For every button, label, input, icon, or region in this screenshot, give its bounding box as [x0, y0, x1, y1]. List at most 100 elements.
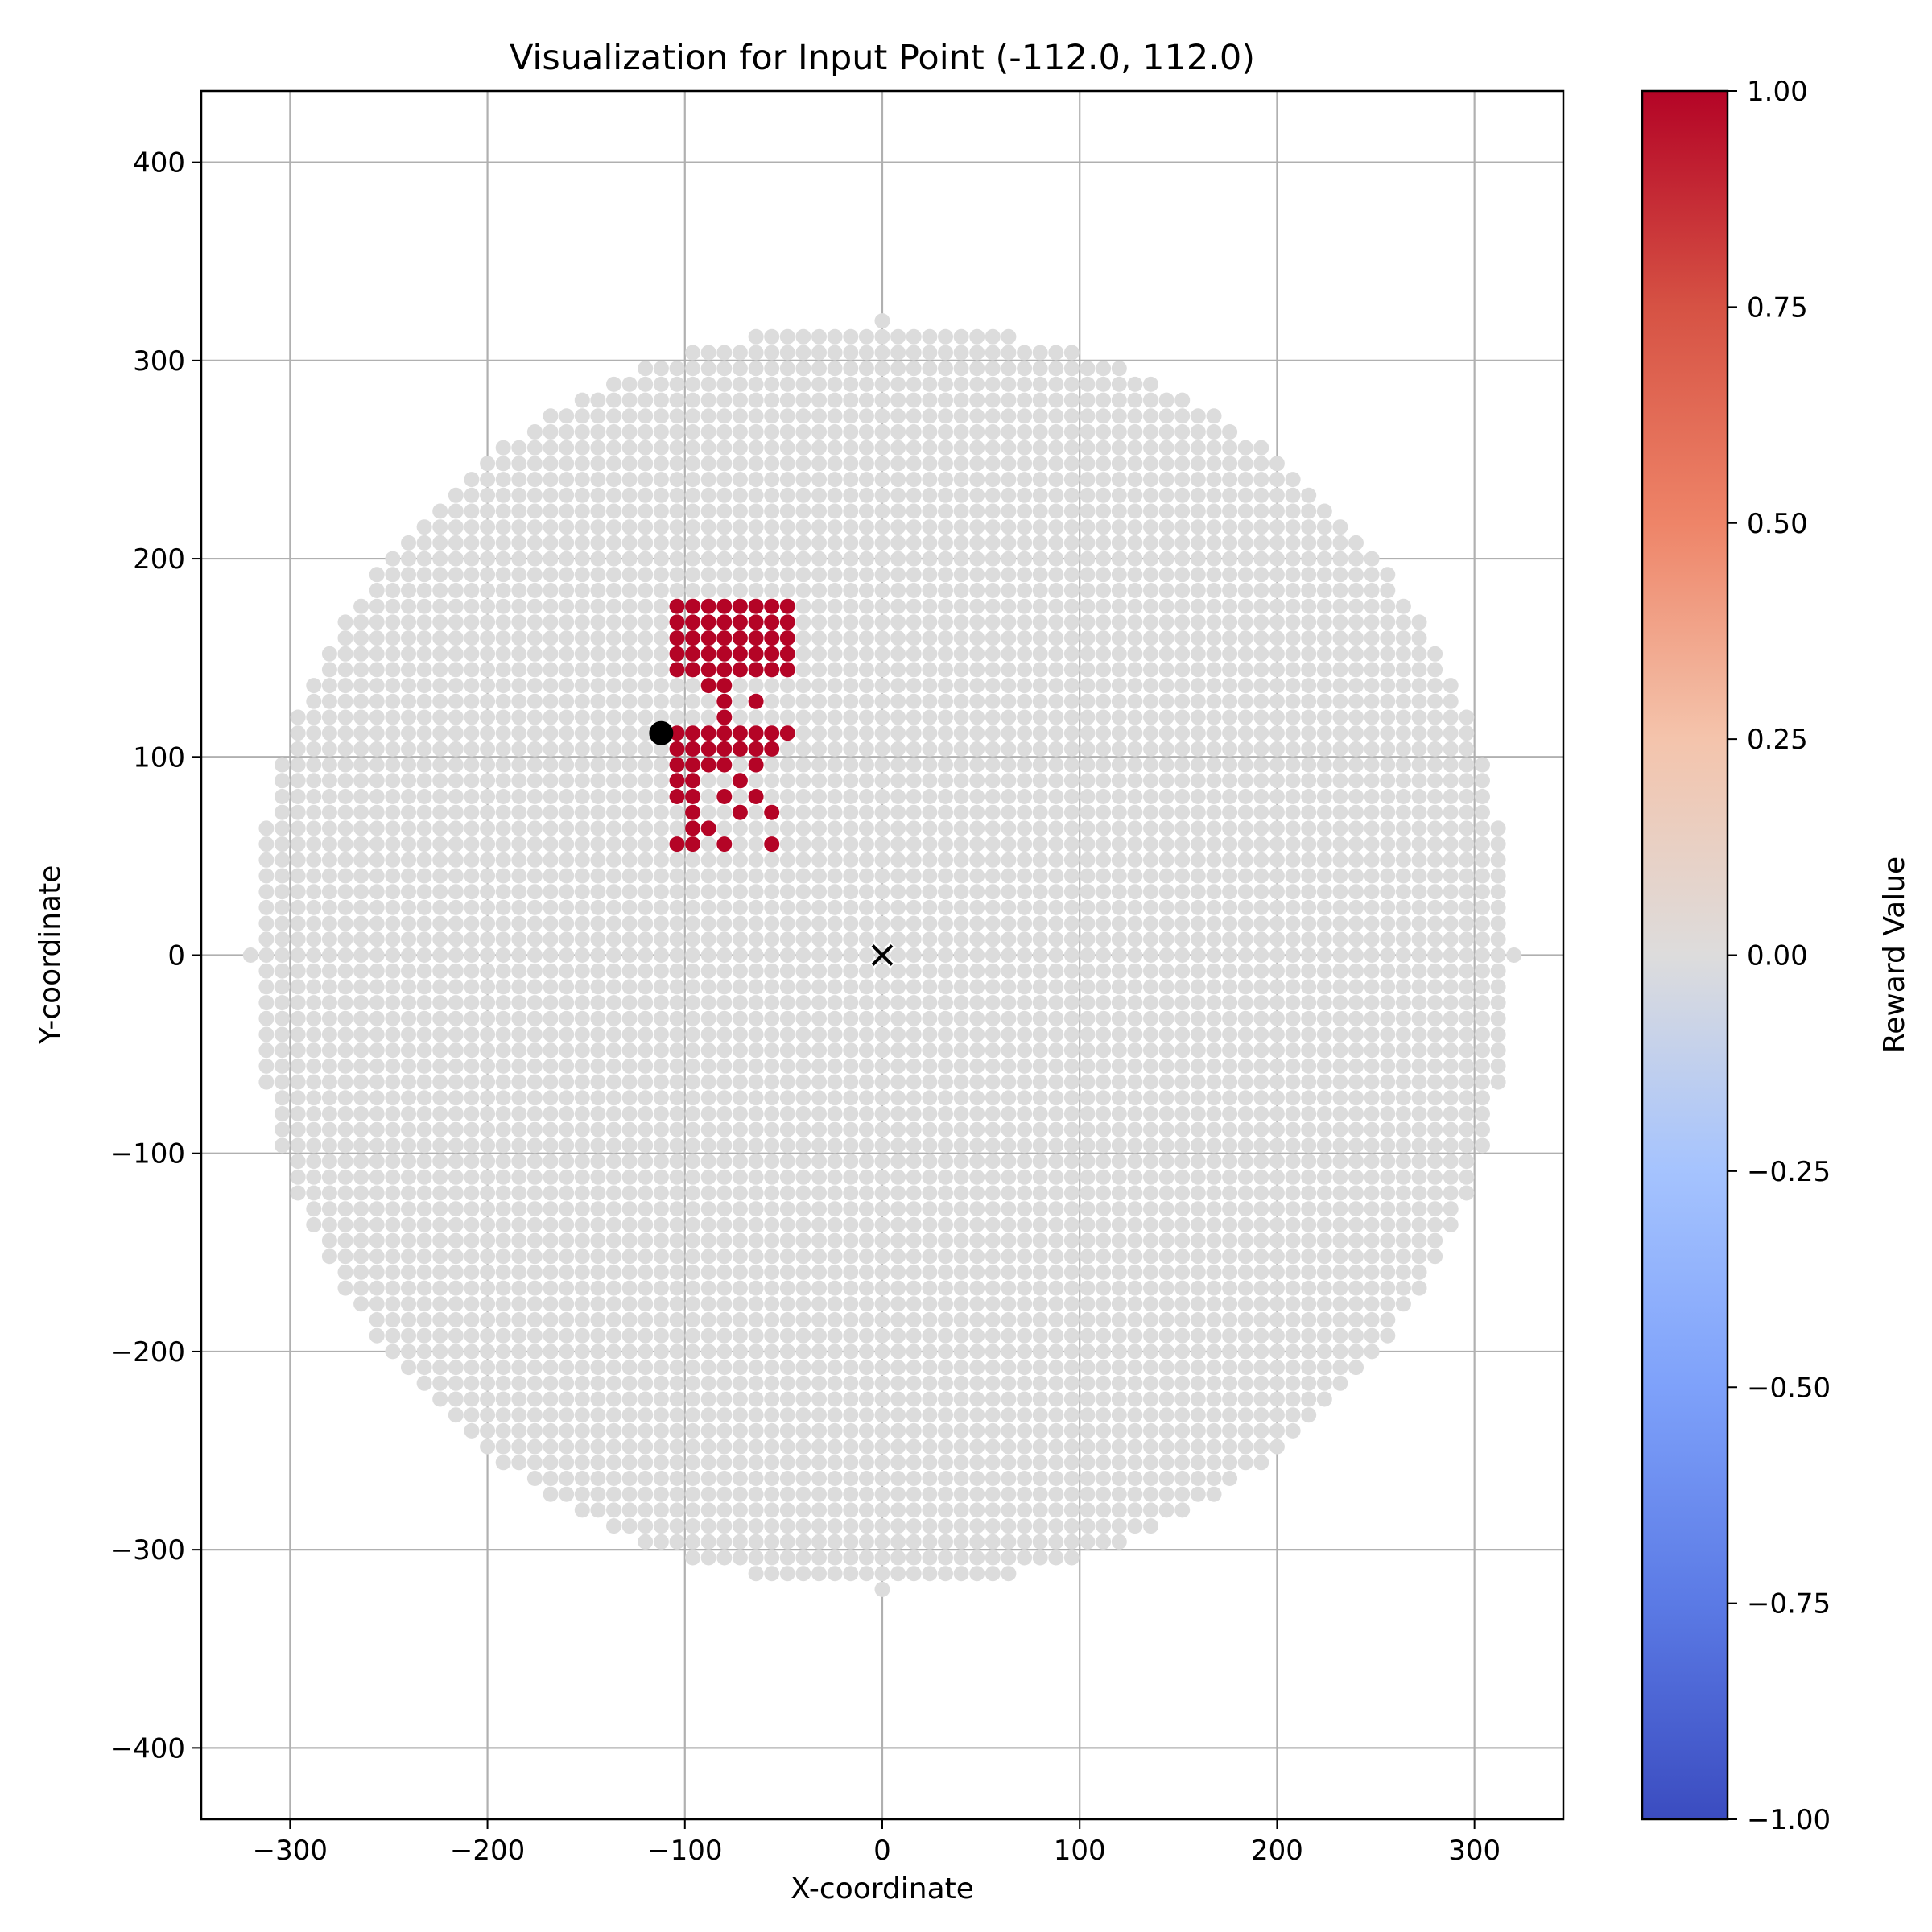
grid-point [1475, 820, 1490, 836]
grid-point [1348, 931, 1364, 947]
grid-point [1190, 757, 1206, 773]
grid-point [1032, 361, 1048, 377]
grid-point [700, 963, 716, 979]
grid-point [653, 1471, 669, 1486]
grid-point [1001, 1216, 1017, 1232]
grid-point [1222, 1042, 1238, 1059]
grid-point [1301, 662, 1317, 678]
grid-point [1332, 630, 1348, 646]
grid-point [748, 1216, 764, 1232]
grid-point [653, 1327, 669, 1344]
grid-point [1001, 1137, 1017, 1154]
grid-point [1253, 852, 1269, 868]
grid-point [1063, 487, 1080, 503]
grid-point [1111, 487, 1127, 503]
grid-point [480, 884, 496, 900]
grid-point [448, 1010, 464, 1026]
grid-point [1190, 947, 1206, 963]
grid-point [590, 868, 606, 884]
grid-point [638, 1121, 654, 1137]
grid-point [1158, 503, 1174, 519]
grid-point [258, 1074, 275, 1090]
reward-point [716, 614, 733, 630]
grid-point [685, 1455, 701, 1471]
grid-point [890, 1344, 906, 1360]
grid-point [1269, 836, 1285, 852]
grid-point [1301, 915, 1317, 931]
grid-point [1111, 1232, 1127, 1249]
grid-point [732, 1010, 748, 1026]
grid-point [1080, 1439, 1096, 1455]
grid-point [448, 614, 464, 630]
grid-point [574, 1486, 590, 1502]
grid-point [938, 1327, 953, 1344]
grid-point [716, 1106, 733, 1121]
grid-point [1316, 741, 1332, 757]
grid-point [1158, 931, 1174, 947]
grid-point [1017, 1026, 1033, 1042]
grid-point [1285, 1121, 1301, 1137]
grid-point [1143, 472, 1158, 488]
grid-point [906, 408, 922, 424]
grid-point [480, 1422, 496, 1439]
grid-point [953, 376, 969, 392]
grid-point [874, 1439, 890, 1455]
grid-point [811, 583, 827, 598]
grid-point [1143, 1026, 1158, 1042]
grid-point [985, 440, 1001, 456]
grid-point [1190, 725, 1206, 741]
grid-point [653, 868, 669, 884]
grid-point [638, 693, 654, 709]
grid-point [700, 1534, 716, 1550]
grid-point [1253, 995, 1269, 1011]
grid-point [353, 1216, 369, 1232]
grid-point [764, 1471, 780, 1486]
grid-point [353, 820, 369, 836]
grid-point [716, 1518, 733, 1534]
grid-point [1174, 630, 1191, 646]
grid-point [543, 1375, 559, 1391]
grid-point [385, 1280, 401, 1296]
grid-point [495, 519, 511, 535]
grid-point [1237, 1455, 1253, 1471]
grid-point [559, 567, 575, 583]
grid-point [764, 1264, 780, 1280]
grid-point [401, 1010, 416, 1026]
grid-point [748, 1058, 764, 1074]
grid-point [1190, 1074, 1206, 1090]
grid-point [1048, 1074, 1064, 1090]
grid-point [1063, 535, 1080, 551]
grid-point [1096, 789, 1112, 804]
grid-point [526, 1137, 543, 1154]
grid-point [464, 1312, 480, 1327]
grid-point [543, 1026, 559, 1042]
grid-point [890, 551, 906, 567]
grid-point [732, 535, 748, 551]
grid-point [1174, 503, 1191, 519]
grid-point [1206, 440, 1222, 456]
grid-point [416, 598, 432, 614]
grid-point [1253, 709, 1269, 725]
grid-point [1506, 947, 1522, 963]
grid-point [985, 741, 1001, 757]
grid-point [874, 1407, 890, 1423]
grid-point [922, 1280, 938, 1296]
grid-point [638, 1074, 654, 1090]
grid-point [448, 1106, 464, 1121]
grid-point [985, 915, 1001, 931]
grid-point [953, 503, 969, 519]
grid-point [321, 899, 337, 915]
grid-point [1017, 376, 1033, 392]
grid-point [1017, 1280, 1033, 1296]
grid-point [290, 836, 306, 852]
grid-point [1285, 1090, 1301, 1106]
grid-point [511, 614, 527, 630]
grid-point [290, 1185, 306, 1201]
grid-point [669, 1327, 685, 1344]
grid-point [669, 1026, 685, 1042]
grid-point [543, 1090, 559, 1106]
grid-point [811, 598, 827, 614]
grid-point [685, 392, 701, 408]
grid-point [495, 899, 511, 915]
grid-point [1237, 1264, 1253, 1280]
